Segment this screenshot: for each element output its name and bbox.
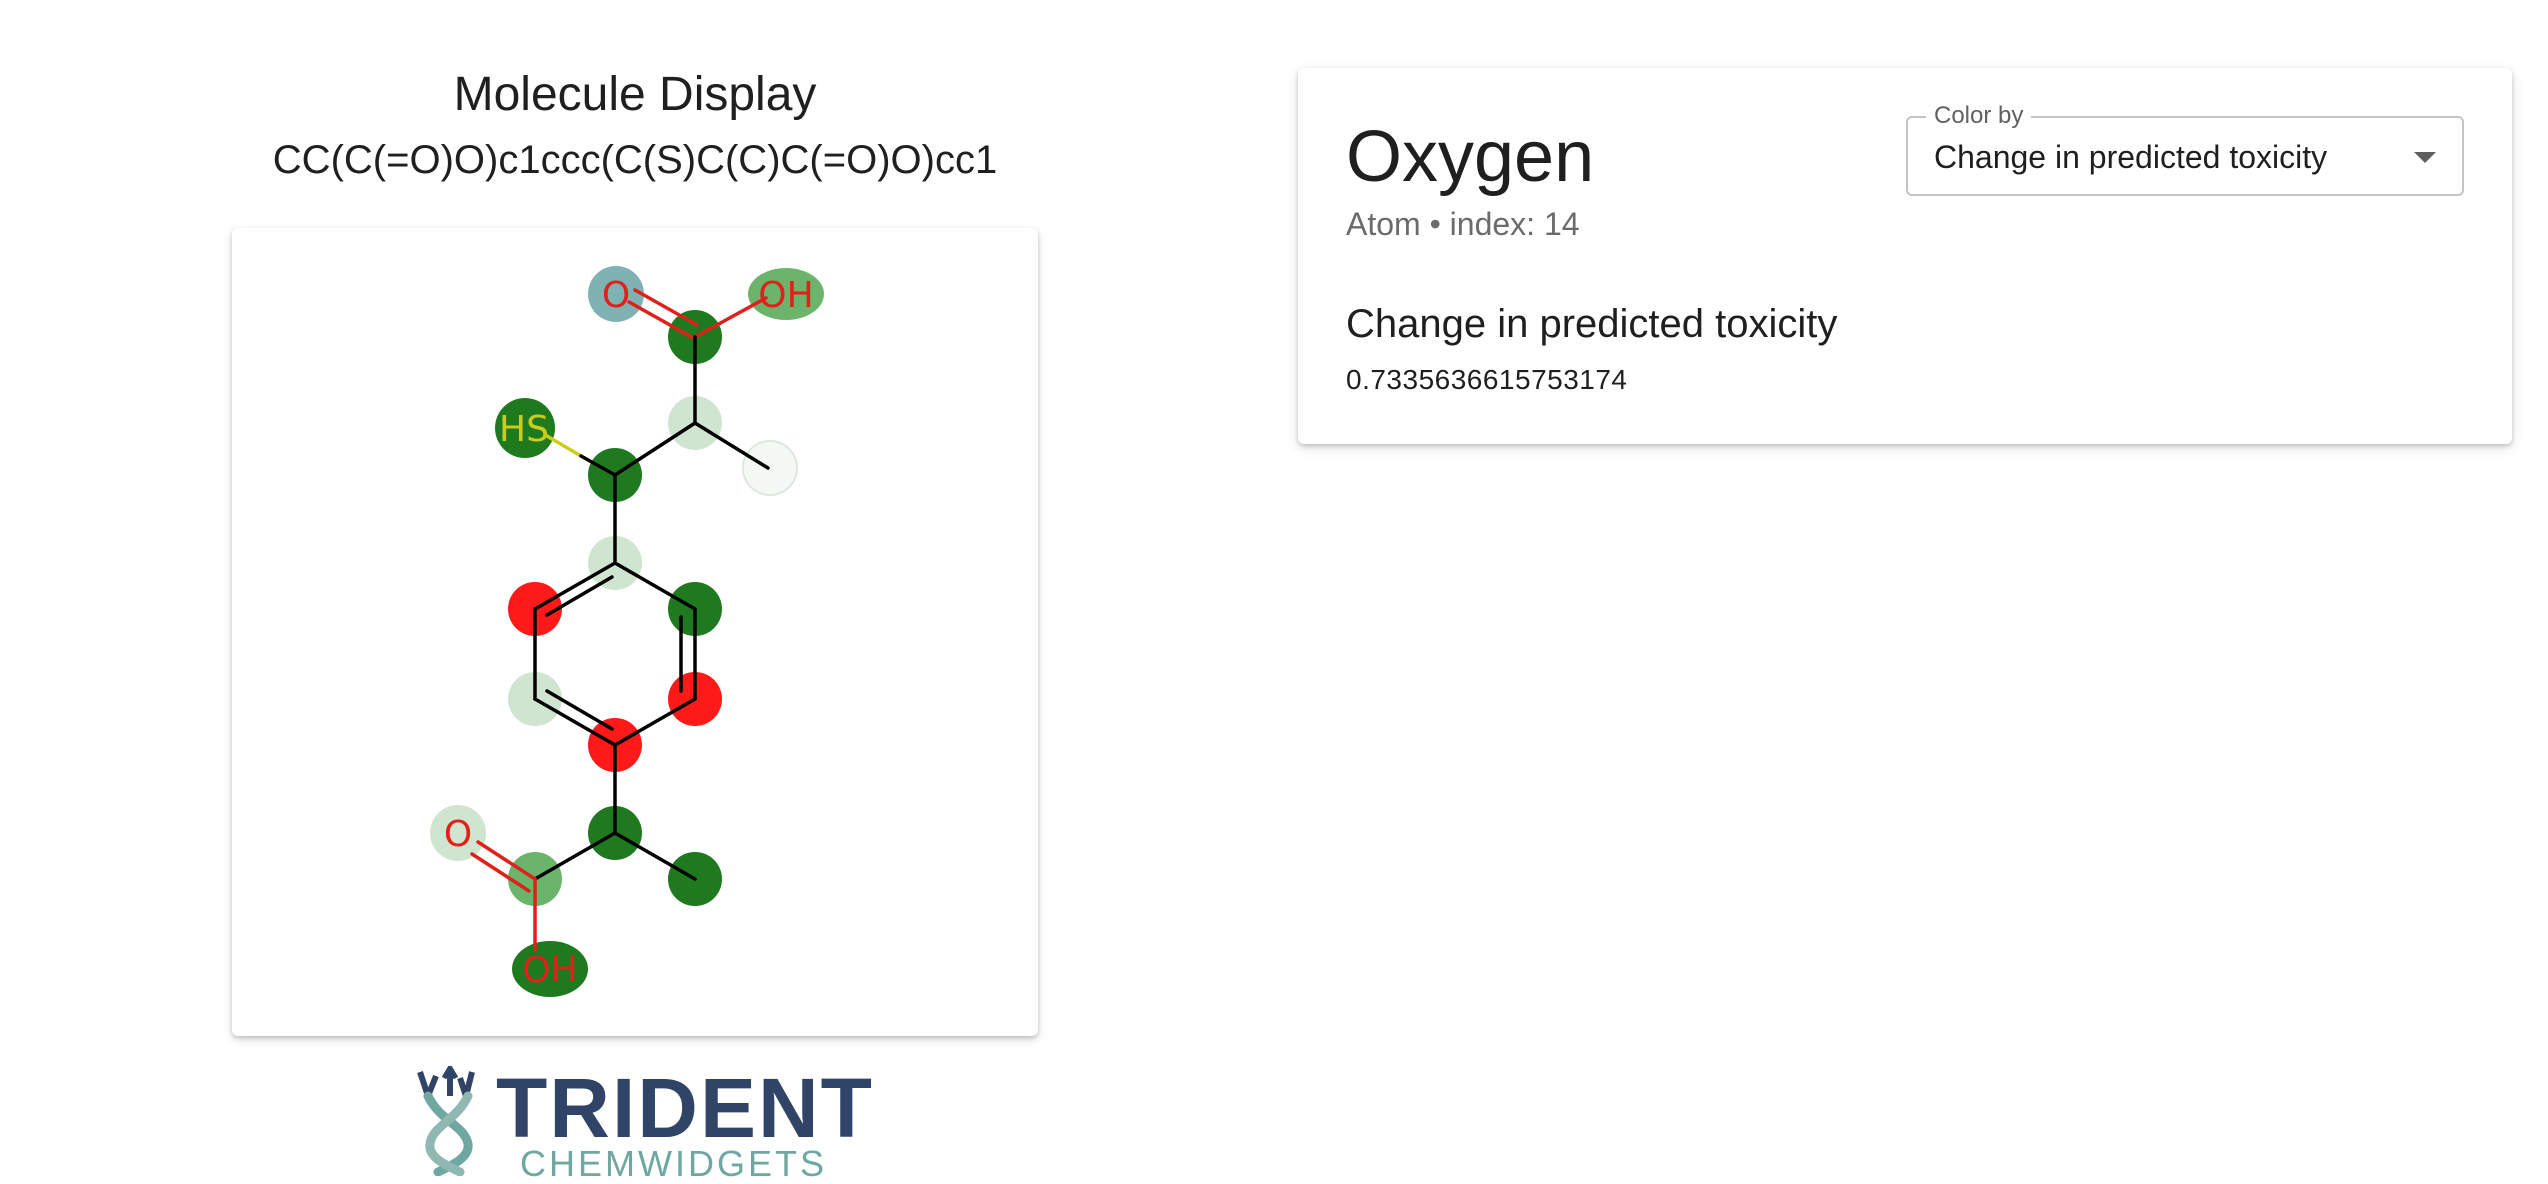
atom-label-o-top: O <box>602 275 630 316</box>
atom-meta: Atom • index: 14 <box>1346 206 1580 242</box>
property-value: 0.7335636615753174 <box>1346 364 1628 395</box>
atom-highlight-c-methyl-top[interactable] <box>742 440 798 496</box>
atom-highlight-oh-top[interactable] <box>748 268 824 320</box>
molecule-smiles: CC(C(=O)O)c1ccc(C(S)C(C)C(=O)O)cc1 <box>272 138 998 182</box>
atom-highlight-o-top[interactable] <box>588 266 644 322</box>
atom-label-o-bottom: O <box>444 814 472 855</box>
molecule-drawing[interactable]: O OH HS O OH <box>232 228 1038 1036</box>
logo-subtitle: CHEMWIDGETS <box>520 1143 827 1184</box>
trident-logo: TRIDENT CHEMWIDGETS <box>410 1066 872 1182</box>
molecule-panel: Molecule Display CC(C(=O)O)c1ccc(C(S)C(C… <box>0 0 1270 1182</box>
logo-wordmark: TRIDENT <box>496 1061 874 1155</box>
atom-info-card: Oxygen Atom • index: 14 Change in predic… <box>1298 68 2512 444</box>
bonds <box>470 288 770 952</box>
atom-label-hs: HS <box>499 409 549 450</box>
atom-label-oh-top: OH <box>758 275 813 316</box>
atom-name: Oxygen <box>1346 117 1595 197</box>
chevron-down-icon[interactable] <box>2414 152 2436 163</box>
color-by-label: Color by <box>1926 102 2032 130</box>
molecule-title: Molecule Display <box>453 68 817 121</box>
atom-label-oh-bottom: OH <box>522 950 577 991</box>
color-by-value: Change in predicted toxicity <box>1934 139 2328 175</box>
property-label: Change in predicted toxicity <box>1346 302 1838 346</box>
atom-highlight-sh[interactable] <box>495 398 555 458</box>
atom-highlight-o-bottom[interactable] <box>430 805 486 861</box>
atom-highlights <box>430 266 824 997</box>
trident-logo-icon <box>417 1066 475 1176</box>
atom-highlight-oh-bottom[interactable] <box>512 941 588 997</box>
color-by-select[interactable]: Color by Change in predicted toxicity <box>1906 102 2464 196</box>
molecule-viewer[interactable]: O OH HS O OH <box>232 228 1038 1036</box>
